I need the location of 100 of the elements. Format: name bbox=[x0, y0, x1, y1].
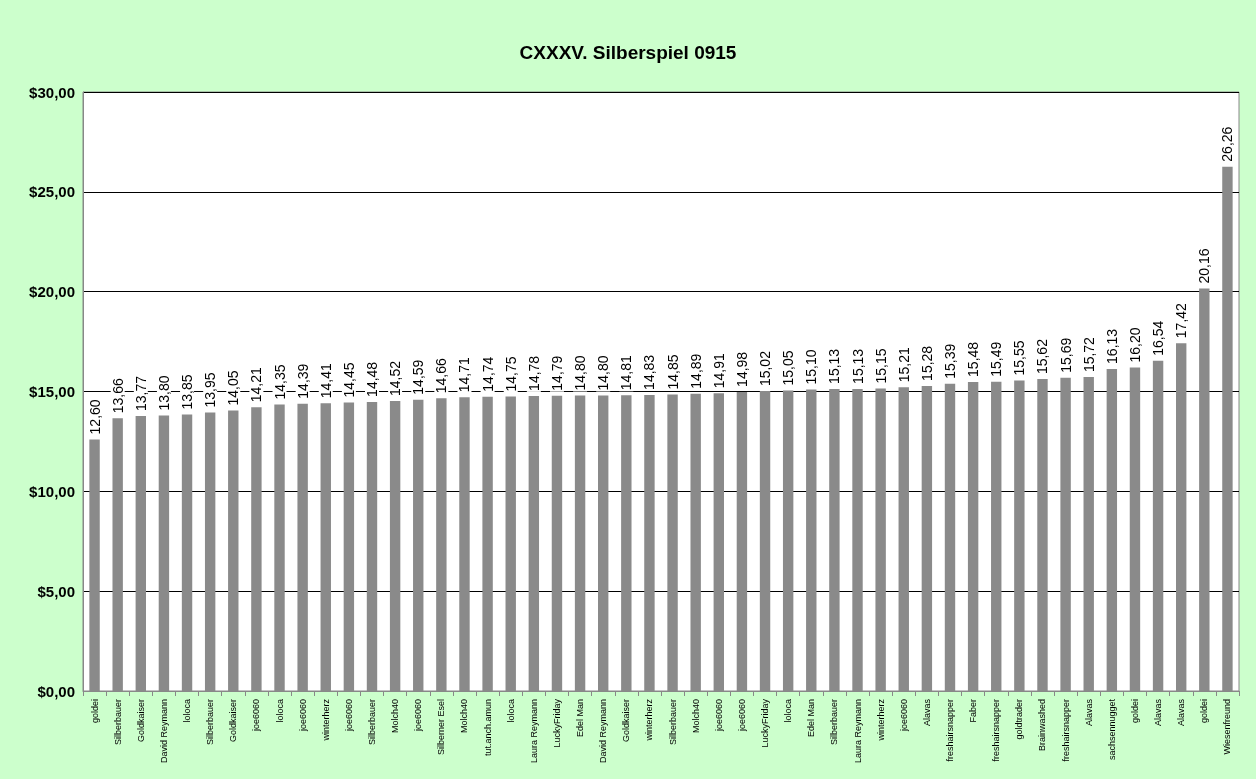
x-tick-label: Molch40 bbox=[690, 699, 701, 734]
x-tick-label: tut.anch.amun bbox=[482, 699, 493, 757]
x-tick-label: joe6060 bbox=[297, 699, 308, 733]
x-tick-label: Alavas bbox=[921, 698, 932, 727]
x-tick-label: goldtrader bbox=[1014, 699, 1025, 740]
x-tick-label: loloca bbox=[182, 699, 193, 723]
x-tick-label: Laura Reymann bbox=[852, 699, 863, 764]
data-label: 15,21 bbox=[895, 347, 912, 383]
x-tick-label: David Reymann bbox=[598, 699, 609, 764]
data-label: 15,13 bbox=[849, 348, 866, 384]
data-label: 15,10 bbox=[803, 349, 820, 385]
data-label: 15,49 bbox=[988, 341, 1005, 377]
x-tick-label: loloca bbox=[505, 699, 516, 723]
data-label: 20,16 bbox=[1196, 248, 1213, 284]
data-label: 14,98 bbox=[733, 351, 750, 387]
data-label: 15,02 bbox=[757, 350, 774, 387]
x-tick-label: Silberbauer bbox=[367, 699, 377, 746]
x-tick-label: Goldkaiser bbox=[135, 699, 146, 743]
x-tick-label: Silberner Esel bbox=[436, 699, 447, 756]
x-tick-label: David Reymann bbox=[158, 699, 169, 764]
data-label: 15,39 bbox=[942, 343, 958, 379]
x-tick-label: Silberbauer bbox=[112, 699, 123, 746]
data-label: 13,95 bbox=[202, 372, 219, 408]
x-tick-label: loloca bbox=[783, 699, 794, 723]
x-tick-label: joe6060 bbox=[251, 699, 262, 733]
data-label: 14,45 bbox=[340, 362, 357, 398]
data-label: 14,85 bbox=[664, 354, 681, 390]
x-tick-label: Goldkaiser bbox=[228, 699, 239, 743]
x-tick-label: LuckyFriday bbox=[551, 698, 562, 748]
data-label: 15,05 bbox=[780, 350, 797, 386]
x-tick-label: sachsennugget bbox=[1106, 698, 1117, 761]
data-label: 15,72 bbox=[1080, 336, 1097, 373]
x-tick-label: goldei bbox=[89, 699, 100, 724]
x-tick-label: Molch40 bbox=[390, 699, 401, 734]
data-label: 15,15 bbox=[872, 348, 889, 384]
y-tick-label: $20,00 bbox=[29, 283, 75, 301]
data-label: 14,21 bbox=[248, 367, 265, 403]
x-tick-label: winterherz bbox=[320, 698, 331, 742]
data-label: 14,79 bbox=[548, 355, 565, 391]
chart-title: CXXXV. Silberspiel 0915 bbox=[519, 42, 737, 63]
data-label: 14,35 bbox=[271, 364, 288, 400]
data-label: 14,71 bbox=[456, 357, 473, 393]
x-tick-label: joe6060 bbox=[736, 699, 747, 733]
data-label: 14,39 bbox=[294, 363, 311, 399]
x-tick-label: winterherz bbox=[644, 698, 655, 742]
data-label: 13,85 bbox=[179, 374, 196, 410]
data-label: 14,74 bbox=[479, 356, 496, 392]
data-label: 15,55 bbox=[1011, 340, 1028, 376]
data-label: 14,89 bbox=[687, 353, 704, 389]
data-label: 14,41 bbox=[317, 363, 334, 399]
data-label: 15,28 bbox=[918, 345, 935, 381]
x-tick-label: joe6060 bbox=[898, 699, 909, 733]
x-tick-label: Brainwashed bbox=[1037, 699, 1048, 752]
y-tick-label: $10,00 bbox=[29, 482, 75, 500]
y-tick-label: $15,00 bbox=[29, 383, 75, 400]
data-label: 16,20 bbox=[1126, 327, 1143, 363]
x-tick-label: goldei bbox=[1129, 699, 1140, 724]
data-label: 15,13 bbox=[826, 348, 843, 384]
x-tick-label: freshairsnapper bbox=[1060, 699, 1071, 762]
data-label: 14,52 bbox=[387, 360, 404, 397]
x-tick-label: joe6060 bbox=[713, 699, 724, 733]
data-label: 14,83 bbox=[641, 354, 658, 390]
data-label: 14,66 bbox=[433, 358, 450, 394]
x-tick-label: Molch40 bbox=[459, 699, 470, 734]
x-tick-label: Goldkaiser bbox=[621, 699, 632, 743]
x-tick-label: loloca bbox=[274, 699, 285, 723]
x-tick-label: Silberbauer bbox=[829, 699, 840, 746]
x-tick-label: Edel Man bbox=[806, 699, 817, 738]
data-label: 14,78 bbox=[525, 355, 542, 391]
x-tick-label: joe6060 bbox=[343, 699, 354, 733]
x-tick-label: Edel Man bbox=[575, 699, 586, 738]
data-label: 14,59 bbox=[410, 359, 427, 395]
data-label: 15,48 bbox=[965, 341, 982, 377]
data-label: 16,13 bbox=[1103, 328, 1120, 364]
data-label: 16,54 bbox=[1150, 320, 1167, 356]
x-tick-label: freshairsnapper bbox=[991, 699, 1002, 762]
data-label: 12,60 bbox=[86, 399, 103, 435]
data-label: 26,26 bbox=[1219, 126, 1236, 162]
data-label: 15,62 bbox=[1034, 338, 1051, 375]
x-tick-label: Faber bbox=[968, 699, 979, 723]
data-label: 14,81 bbox=[618, 355, 635, 391]
data-label: 17,42 bbox=[1173, 302, 1190, 339]
x-tick-label: LuckyFriday bbox=[760, 698, 771, 748]
x-tick-label: freshairsnapper bbox=[945, 699, 955, 762]
data-label: 13,80 bbox=[155, 375, 172, 411]
x-tick-label: Silberbauer bbox=[205, 699, 216, 746]
x-tick-label: joe6060 bbox=[413, 699, 424, 733]
data-label: 14,80 bbox=[572, 355, 589, 391]
data-label: 14,05 bbox=[225, 370, 242, 406]
x-tick-label: goldei bbox=[1199, 699, 1210, 724]
data-label: 14,91 bbox=[710, 353, 727, 389]
data-label: 14,75 bbox=[502, 356, 519, 392]
data-label: 14,80 bbox=[595, 355, 612, 391]
x-tick-label: Wiesenfreund bbox=[1222, 699, 1233, 755]
y-tick-label: $30,00 bbox=[29, 83, 75, 101]
data-label: 15,69 bbox=[1057, 337, 1074, 373]
x-tick-label: Alavas bbox=[1153, 698, 1164, 727]
data-label: 13,66 bbox=[109, 378, 126, 414]
x-tick-label: winterherz bbox=[875, 698, 886, 742]
y-tick-label: $0,00 bbox=[37, 682, 75, 700]
